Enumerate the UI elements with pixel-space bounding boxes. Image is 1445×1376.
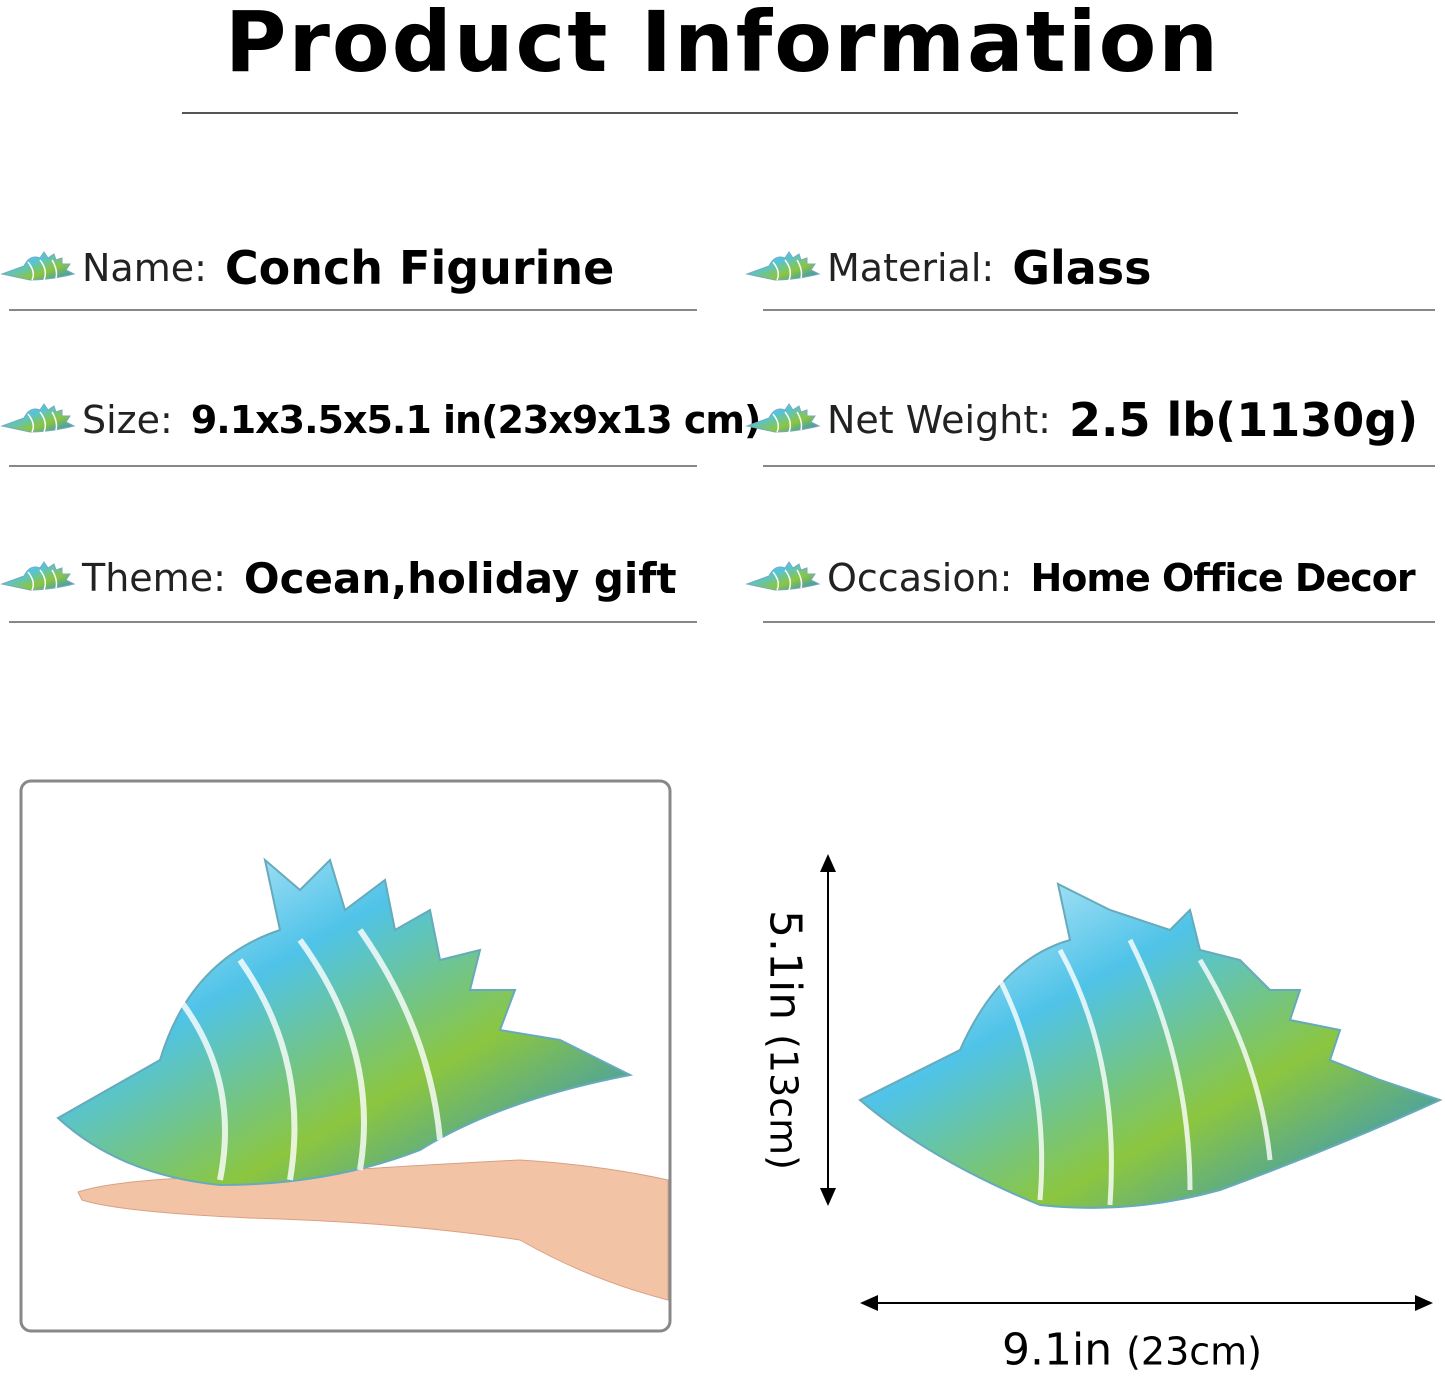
spec-row: Occasion: Home Office Decor <box>745 548 1416 608</box>
row-underline <box>9 621 697 623</box>
spec-value: 2.5 lb(1130g) <box>1068 393 1419 447</box>
spec-label: Theme: <box>82 556 226 600</box>
spec-row: Theme: Ocean,holiday gift <box>0 548 677 608</box>
spec-value: Conch Figurine <box>224 241 615 295</box>
spec-label: Name: <box>82 246 207 290</box>
row-underline <box>9 465 697 467</box>
spec-value: Ocean,holiday gift <box>243 553 677 603</box>
conch-stripes <box>177 928 443 1181</box>
spec-value: Glass <box>1012 241 1152 295</box>
row-underline <box>9 309 697 311</box>
spec-row: Name: Conch Figurine <box>0 238 614 298</box>
dim-main: 9.1in <box>1001 1324 1113 1376</box>
width-label: 9.1in (23cm) <box>1002 1325 1262 1376</box>
dim-alt: (23cm) <box>1126 1329 1263 1374</box>
spec-row: Material: Glass <box>745 238 1152 298</box>
spec-label: Occasion: <box>827 556 1013 600</box>
conch-stripes <box>997 938 1273 1206</box>
spec-label: Material: <box>827 246 995 290</box>
row-underline <box>763 309 1435 311</box>
title: Product Information <box>224 0 1221 91</box>
spec-row: Size: 9.1x3.5x5.1 in(23x9x13 cm) <box>0 390 762 450</box>
row-underline <box>763 465 1435 467</box>
spec-row: Net Weight: 2.5 lb(1130g) <box>745 390 1418 450</box>
conch-product <box>858 882 1443 1209</box>
spec-label: Net Weight: <box>827 398 1051 442</box>
dim-alt: (13cm) <box>761 1034 806 1171</box>
spec-value: 9.1x3.5x5.1 in(23x9x13 cm) <box>190 398 762 442</box>
dim-main: 5.1in <box>759 909 811 1021</box>
row-underline <box>763 621 1435 623</box>
spec-label: Size: <box>82 398 173 442</box>
title-rule <box>182 112 1238 114</box>
height-label: 5.1in (13cm) <box>760 910 811 1170</box>
spec-value: Home Office Decor <box>1030 556 1415 600</box>
